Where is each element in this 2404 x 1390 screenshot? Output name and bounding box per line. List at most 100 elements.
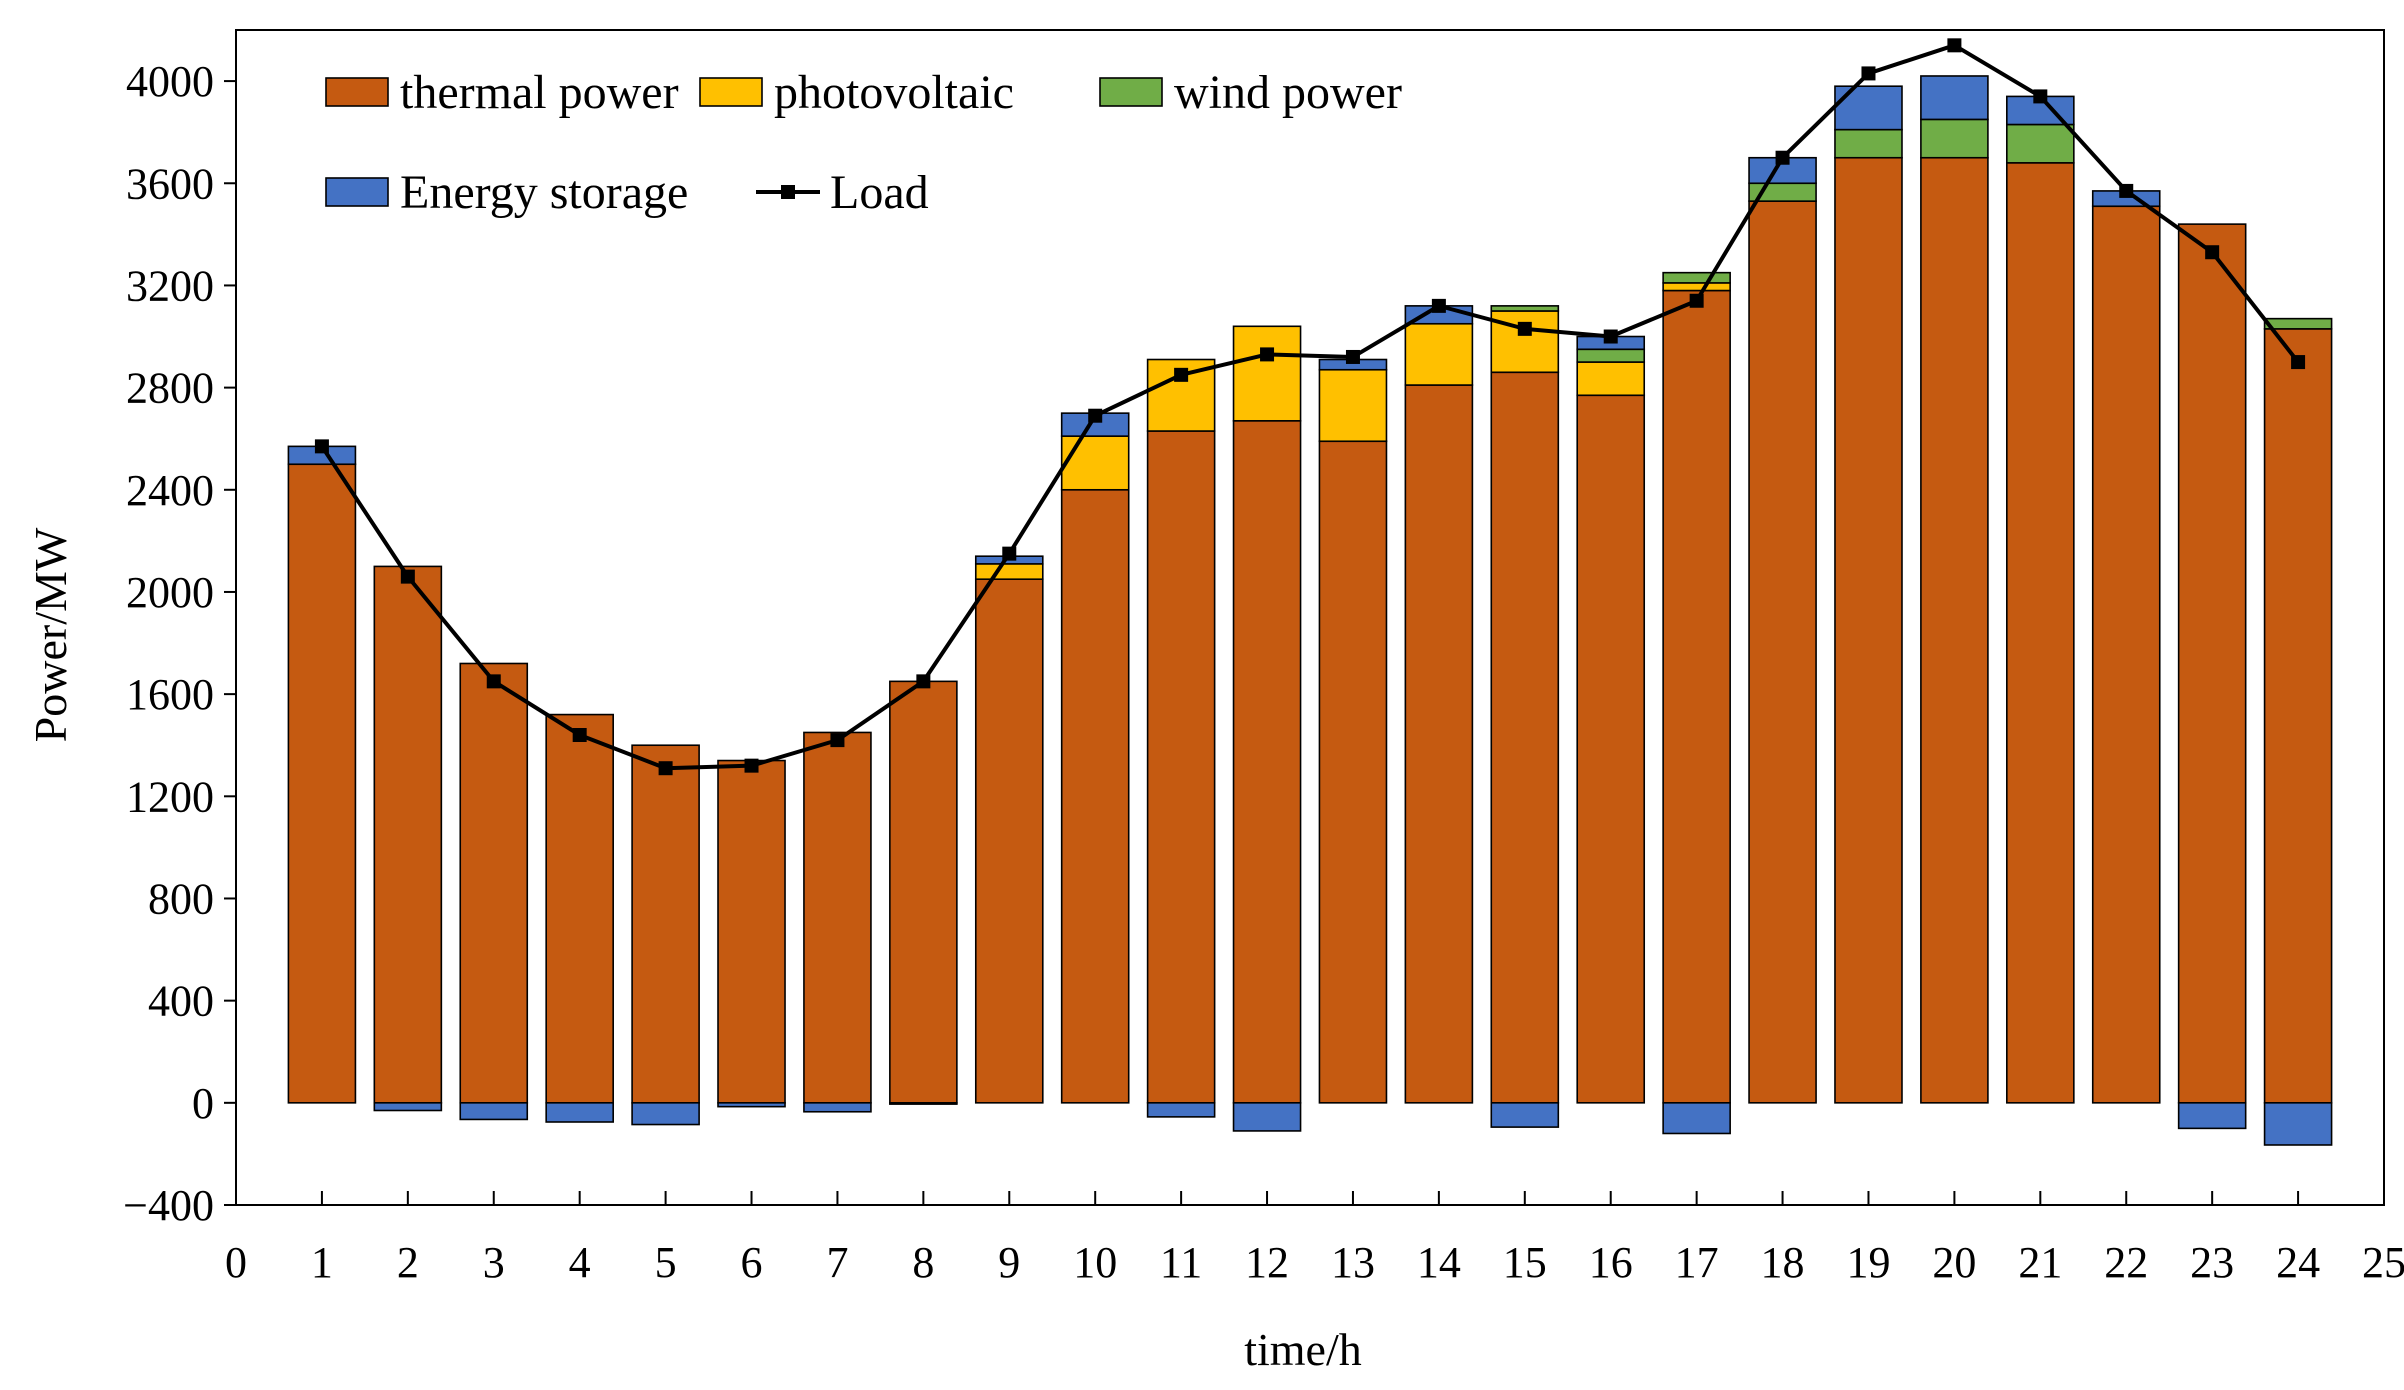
bar-energy-storage-6 xyxy=(717,1102,786,1108)
bar-thermal-power-5 xyxy=(631,744,700,1104)
bar-thermal-power-10 xyxy=(1060,488,1130,1104)
bar-photovoltaic-15 xyxy=(1490,310,1560,374)
y-tick-label: 800 xyxy=(148,874,214,923)
legend-item-wind-power: wind power xyxy=(1099,66,1402,119)
point-load-6 xyxy=(744,758,759,773)
x-tick-label: 0 xyxy=(225,1238,247,1287)
line-load xyxy=(320,43,2300,771)
bar-wind-power-24 xyxy=(2263,317,2333,330)
bar-thermal-power-11 xyxy=(1146,430,1216,1104)
legend-label-wind-power: wind power xyxy=(1174,66,1402,119)
x-tick-label: 8 xyxy=(912,1238,934,1287)
bar-energy-storage-20 xyxy=(1920,75,1989,121)
bar-energy-storage-2 xyxy=(373,1102,443,1112)
x-tick-label: 9 xyxy=(998,1238,1020,1287)
bars xyxy=(287,75,2333,1146)
bar-energy-storage-17 xyxy=(1662,1102,1731,1135)
x-tick-label: 5 xyxy=(655,1238,677,1287)
bar-energy-storage-12 xyxy=(1232,1102,1302,1132)
point-load-4 xyxy=(572,728,587,742)
bar-thermal-power-15 xyxy=(1490,371,1560,1104)
bar-energy-storage-24 xyxy=(2263,1102,2333,1146)
legend-swatch-wind-power xyxy=(1099,77,1163,107)
bar-thermal-power-14 xyxy=(1404,384,1474,1104)
bar-energy-storage-4 xyxy=(545,1102,614,1123)
legend-item-thermal-power: thermal power xyxy=(325,66,679,119)
bar-thermal-power-17 xyxy=(1662,289,1731,1104)
load-line xyxy=(314,38,2306,776)
y-axis-title: Power/MW xyxy=(25,527,76,742)
point-load-16 xyxy=(1603,329,1618,344)
bar-energy-storage-7 xyxy=(803,1102,872,1113)
bar-energy-storage-19 xyxy=(1834,85,1903,131)
point-load-13 xyxy=(1345,349,1360,364)
point-load-8 xyxy=(916,674,931,689)
bar-photovoltaic-13 xyxy=(1318,368,1388,443)
y-tick-label: 1200 xyxy=(126,772,214,821)
point-load-15 xyxy=(1517,321,1532,336)
bar-energy-storage-5 xyxy=(631,1102,700,1126)
y-tick-label: 400 xyxy=(148,977,214,1026)
point-load-12 xyxy=(1260,347,1275,362)
y-tick-label: 4000 xyxy=(126,57,214,106)
x-tick-label: 19 xyxy=(1846,1238,1890,1287)
y-tick-label: 2800 xyxy=(126,364,214,413)
x-tick-label: 15 xyxy=(1503,1238,1547,1287)
bar-thermal-power-4 xyxy=(545,713,614,1104)
point-load-22 xyxy=(2119,183,2134,198)
y-tick-label: 3600 xyxy=(126,159,214,208)
bar-thermal-power-19 xyxy=(1834,156,1903,1104)
y-tick-label: 2000 xyxy=(126,568,214,617)
point-load-24 xyxy=(2291,355,2306,370)
bar-wind-power-17 xyxy=(1662,271,1731,284)
x-tick-label: 3 xyxy=(483,1238,505,1287)
point-load-7 xyxy=(830,733,845,748)
bar-energy-storage-8 xyxy=(889,1102,958,1105)
bar-thermal-power-20 xyxy=(1920,156,1989,1104)
x-tick-label: 6 xyxy=(741,1238,763,1287)
bar-thermal-power-13 xyxy=(1318,440,1388,1104)
x-axis-title: time/h xyxy=(1244,1324,1362,1375)
x-tick-label: 10 xyxy=(1073,1238,1117,1287)
x-tick-label: 17 xyxy=(1675,1238,1719,1287)
legend-swatch-thermal-power xyxy=(325,77,389,107)
bar-thermal-power-18 xyxy=(1748,200,1817,1104)
bar-photovoltaic-16 xyxy=(1576,361,1646,397)
bar-thermal-power-9 xyxy=(974,578,1044,1104)
point-load-17 xyxy=(1689,293,1704,308)
x-tick-label: 4 xyxy=(569,1238,591,1287)
x-tick-label: 16 xyxy=(1589,1238,1633,1287)
y-tick-label: 2400 xyxy=(126,466,214,515)
point-load-2 xyxy=(400,569,415,584)
legend-label-thermal-power: thermal power xyxy=(400,66,679,119)
x-tick-label: 7 xyxy=(826,1238,848,1287)
bar-thermal-power-3 xyxy=(459,662,529,1104)
bar-photovoltaic-12 xyxy=(1232,325,1302,422)
x-tick-label: 1 xyxy=(311,1238,333,1287)
point-load-20 xyxy=(1947,38,1962,53)
x-tick-label: 13 xyxy=(1331,1238,1375,1287)
x-tick-label: 11 xyxy=(1160,1238,1202,1287)
bar-thermal-power-2 xyxy=(373,565,443,1104)
legend-label-photovoltaic: photovoltaic xyxy=(774,66,1014,119)
legend: thermal power photovoltaic wind power Energ… xyxy=(325,66,1402,219)
bar-photovoltaic-9 xyxy=(974,563,1044,580)
legend-item-photovoltaic: photovoltaic xyxy=(699,66,1014,119)
x-tick-label: 24 xyxy=(2276,1238,2320,1287)
bar-thermal-power-22 xyxy=(2091,205,2161,1104)
bar-thermal-power-6 xyxy=(717,759,786,1104)
plot-frame xyxy=(235,29,2385,1206)
legend-label-load: Load xyxy=(830,166,929,219)
point-load-23 xyxy=(2205,245,2220,260)
point-load-9 xyxy=(1002,546,1017,561)
bar-photovoltaic-10 xyxy=(1060,435,1130,491)
bar-thermal-power-1 xyxy=(287,463,357,1104)
x-tick-label: 12 xyxy=(1245,1238,1289,1287)
x-tick-label: 21 xyxy=(2018,1238,2062,1287)
point-load-14 xyxy=(1431,298,1446,313)
legend-item-energy-storage: Energy storage xyxy=(325,166,688,219)
point-load-5 xyxy=(658,761,673,776)
point-load-11 xyxy=(1174,367,1189,382)
x-tick-label: 25 xyxy=(2362,1238,2404,1287)
bar-photovoltaic-17 xyxy=(1662,282,1731,292)
